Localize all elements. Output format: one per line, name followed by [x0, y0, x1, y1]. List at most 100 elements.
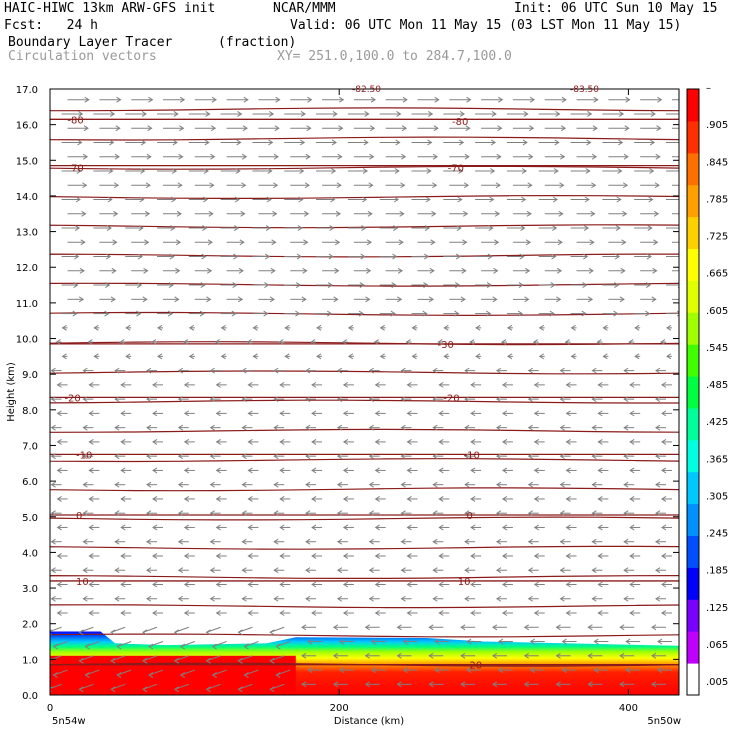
wind-vector — [655, 481, 666, 488]
wind-vector — [347, 168, 369, 174]
wind-vector — [506, 353, 513, 360]
wind-vector — [243, 669, 259, 678]
wind-vector — [183, 553, 195, 559]
colorbar-label: .665 — [706, 269, 728, 280]
wind-vector — [593, 667, 609, 673]
overlay-name: Circulation vectors — [8, 49, 157, 64]
wind-vector — [205, 626, 221, 636]
wind-vector — [61, 168, 82, 174]
wind-vector — [576, 125, 598, 132]
wind-vector — [226, 182, 247, 189]
wind-vector — [88, 496, 100, 502]
wind-vector — [78, 655, 94, 664]
wind-vector — [438, 553, 450, 559]
wind-vector — [82, 453, 94, 460]
wind-vector — [50, 453, 62, 460]
wind-vector — [273, 424, 285, 431]
wind-vector — [50, 567, 62, 574]
wind-vector — [353, 210, 373, 217]
wind-vector — [527, 567, 539, 574]
wind-vector — [188, 168, 209, 174]
wind-vector — [591, 567, 603, 574]
x-axis: 0 200 400 — [47, 89, 638, 714]
wind-vector — [432, 538, 444, 545]
wind-vector — [87, 339, 94, 346]
wind-vector — [533, 467, 545, 474]
wind-vector — [316, 168, 337, 174]
wind-vector — [417, 296, 435, 303]
y-tick-label: 0.0 — [22, 691, 38, 702]
y-tick-label: 3.0 — [22, 584, 38, 595]
wind-vector — [188, 139, 210, 146]
wind-vector — [523, 624, 539, 631]
wind-vector — [93, 139, 115, 146]
wind-vector — [252, 196, 272, 203]
y-tick-label: 7.0 — [22, 441, 38, 452]
wind-vector — [495, 424, 507, 431]
wind-vector — [512, 239, 532, 246]
wind-vector — [671, 270, 679, 272]
wind-vector — [374, 467, 386, 474]
wind-vector — [495, 595, 507, 602]
contour-label: -70 — [448, 163, 464, 174]
wind-vector — [655, 595, 666, 602]
wind-vector — [655, 538, 666, 545]
wind-vector — [533, 524, 545, 531]
wind-vector — [50, 595, 62, 602]
wind-vector — [183, 524, 195, 531]
wind-vector — [88, 610, 100, 616]
wind-vector — [163, 239, 182, 246]
wind-vector — [634, 168, 655, 174]
wind-vector — [151, 339, 158, 346]
wind-vector — [50, 510, 62, 517]
wind-vector — [311, 438, 323, 445]
wind-vector — [56, 381, 68, 388]
wind-vector — [67, 267, 85, 274]
wind-vector — [131, 153, 152, 160]
wind-vector — [432, 396, 444, 403]
wind-vector — [602, 225, 621, 231]
wind-vector — [501, 381, 513, 388]
wind-vector — [284, 111, 306, 117]
wind-vector — [368, 453, 380, 460]
wind-vector — [602, 111, 625, 117]
wind-vector — [252, 168, 273, 174]
wind-vector — [544, 153, 566, 160]
wind-vector — [131, 125, 153, 132]
wind-vector — [342, 581, 354, 588]
contour-line — [50, 253, 679, 258]
wind-vector — [591, 396, 603, 403]
wind-vector — [364, 624, 380, 631]
wind-vector — [311, 524, 323, 531]
wind-vector — [368, 567, 380, 574]
wind-vector — [512, 210, 532, 217]
wind-vector — [220, 253, 239, 260]
wind-vector — [177, 481, 189, 488]
wind-vector — [623, 538, 635, 545]
wind-vector — [555, 624, 571, 631]
wind-vector — [307, 667, 323, 673]
wind-vector — [464, 595, 476, 602]
wind-vector — [347, 196, 368, 203]
wind-vector — [163, 153, 184, 160]
wind-vector — [247, 438, 259, 445]
colorbar-label: .245 — [706, 529, 728, 540]
wind-vector — [368, 510, 380, 517]
wind-vector — [183, 610, 195, 616]
wind-vector — [602, 253, 621, 260]
wind-vector — [61, 111, 84, 117]
wind-vector — [591, 367, 603, 374]
wind-vector — [342, 524, 354, 531]
wind-vector — [501, 553, 513, 559]
wind-vector — [379, 196, 400, 203]
wind-vector — [438, 467, 450, 474]
wind-vector — [188, 225, 208, 231]
wind-vector — [559, 424, 571, 431]
wind-vector — [258, 153, 279, 160]
wind-vector — [93, 196, 113, 203]
wind-vector — [338, 667, 354, 673]
boundary-layer-fill — [50, 631, 679, 695]
wind-vector — [629, 610, 641, 616]
wind-vector — [671, 184, 679, 186]
wind-vector — [443, 196, 463, 203]
